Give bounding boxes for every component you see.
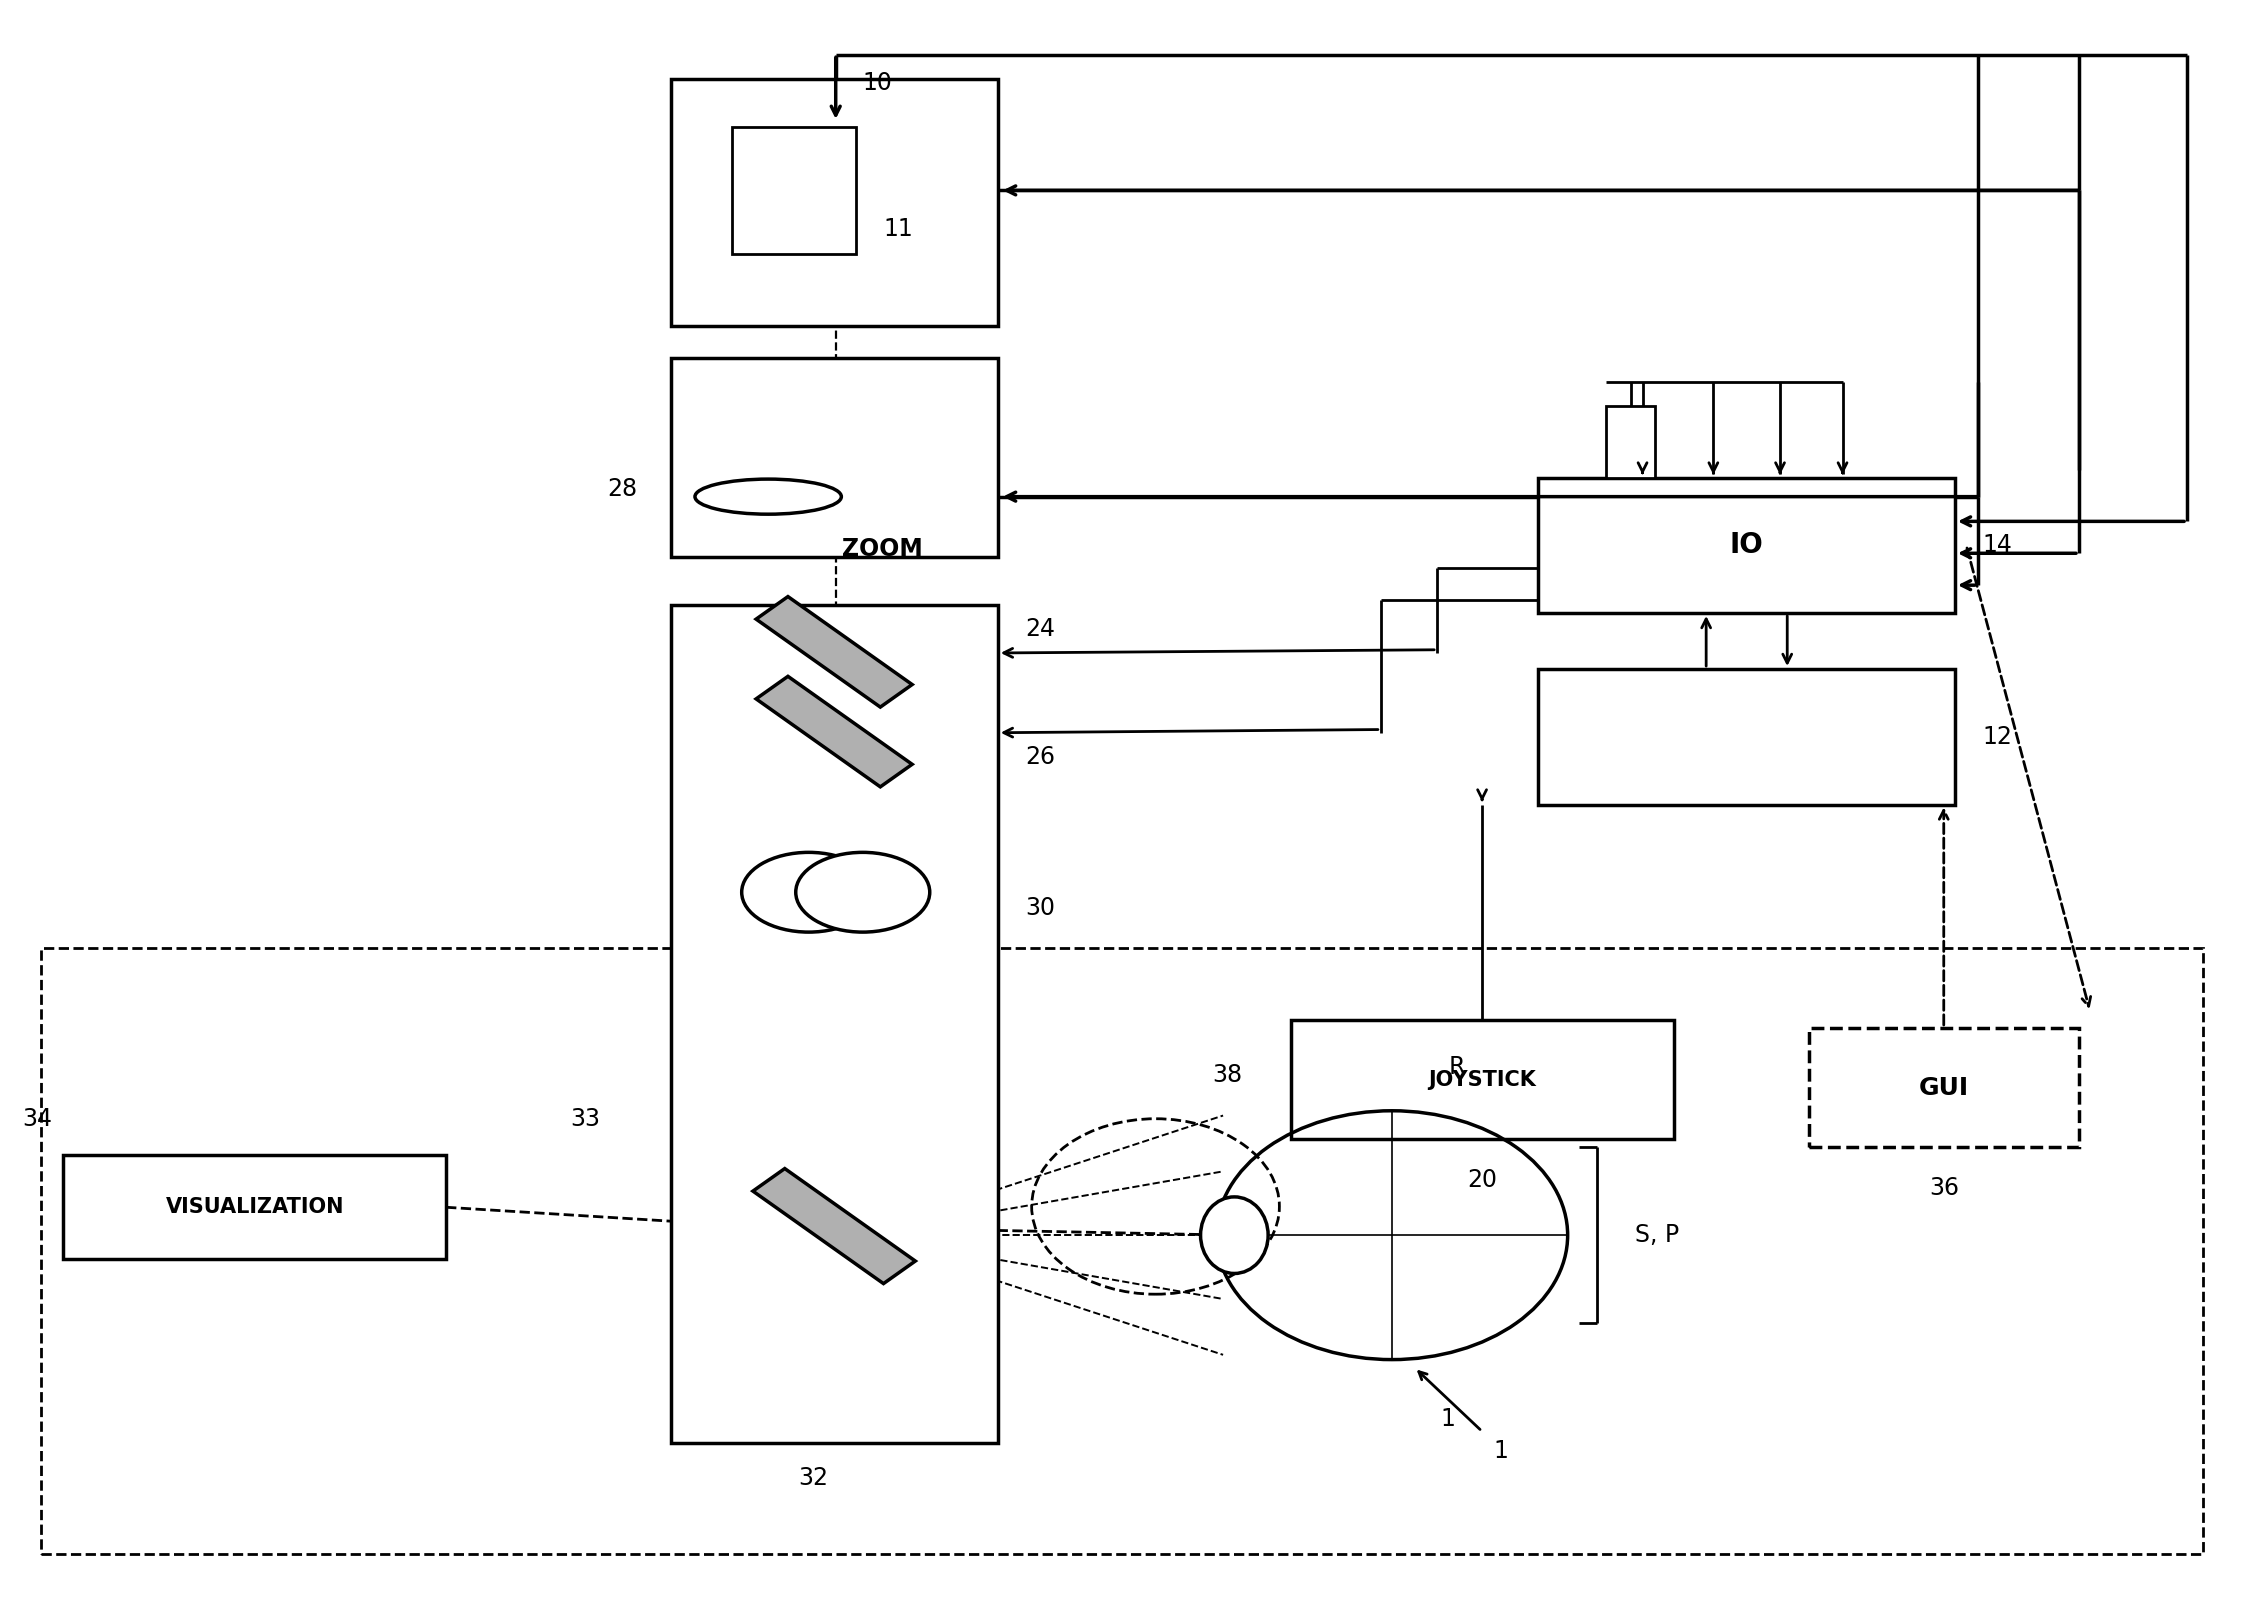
Bar xyxy=(671,79,997,327)
Bar xyxy=(41,948,2203,1554)
Text: 10: 10 xyxy=(863,71,893,95)
Text: 24: 24 xyxy=(1024,616,1056,640)
Text: 20: 20 xyxy=(1466,1168,1498,1192)
Text: 33: 33 xyxy=(571,1107,600,1131)
Bar xyxy=(63,1155,446,1260)
Bar xyxy=(757,676,913,787)
Text: S, P: S, P xyxy=(1636,1223,1679,1247)
Text: 30: 30 xyxy=(1024,896,1056,920)
Bar xyxy=(1607,405,1656,478)
Text: 12: 12 xyxy=(1983,724,2012,748)
Bar xyxy=(732,127,857,254)
Text: R: R xyxy=(1448,1056,1464,1080)
Text: 14: 14 xyxy=(1983,533,2012,557)
Text: 26: 26 xyxy=(1024,745,1056,769)
Text: VISUALIZATION: VISUALIZATION xyxy=(165,1197,344,1218)
Text: 34: 34 xyxy=(23,1107,52,1131)
Text: ZOOM: ZOOM xyxy=(843,536,922,560)
Bar xyxy=(1292,1020,1675,1139)
Bar xyxy=(671,357,997,557)
Bar xyxy=(757,597,913,706)
Text: GUI: GUI xyxy=(1919,1076,1969,1099)
Bar xyxy=(1539,669,1956,804)
Text: 11: 11 xyxy=(884,217,913,241)
Text: 32: 32 xyxy=(798,1466,827,1490)
Text: 28: 28 xyxy=(607,476,637,500)
Ellipse shape xyxy=(741,853,875,932)
Text: 1: 1 xyxy=(1441,1408,1455,1432)
Bar xyxy=(1539,478,1956,613)
Ellipse shape xyxy=(696,479,841,515)
Text: 38: 38 xyxy=(1212,1064,1242,1086)
Bar xyxy=(752,1168,915,1284)
Text: JOYSTICK: JOYSTICK xyxy=(1428,1070,1536,1089)
Text: IO: IO xyxy=(1729,531,1763,560)
Text: 36: 36 xyxy=(1928,1176,1958,1200)
Ellipse shape xyxy=(795,853,929,932)
Text: 1: 1 xyxy=(1493,1440,1509,1463)
Ellipse shape xyxy=(1201,1197,1269,1273)
Bar xyxy=(671,605,997,1443)
Bar xyxy=(1808,1028,2078,1147)
